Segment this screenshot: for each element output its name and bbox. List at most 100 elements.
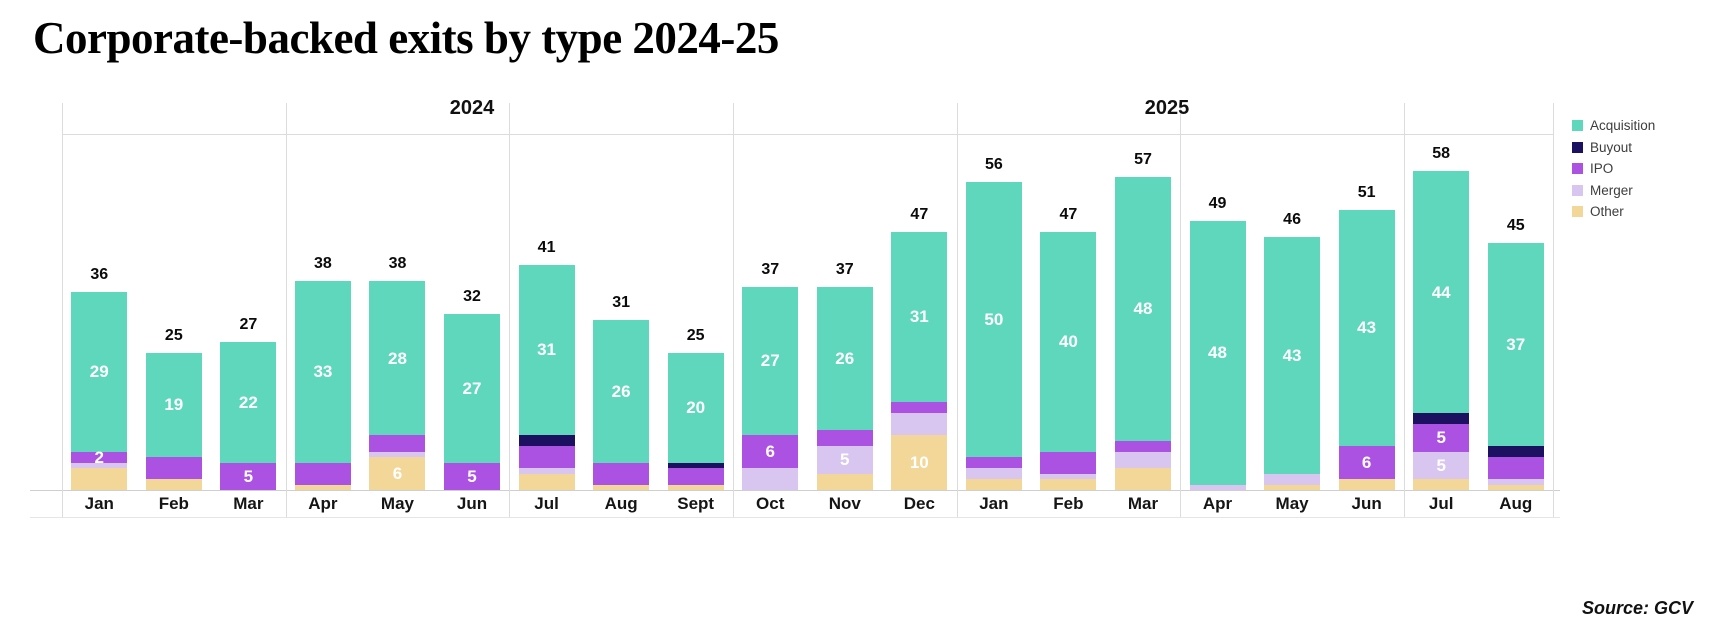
segment-other[interactable] (965, 479, 1022, 490)
segment-ipo[interactable] (965, 457, 1022, 468)
segment-ipo[interactable]: 5 (220, 462, 277, 490)
segment-merger[interactable] (891, 413, 948, 435)
segment-acquisition[interactable]: 48 (1114, 176, 1171, 441)
plot-bottom-line (30, 517, 1560, 518)
segment-value-label: 26 (835, 348, 855, 368)
bar-jul-2024: 31 (518, 264, 575, 490)
segment-acquisition[interactable]: 26 (593, 319, 650, 463)
segment-acquisition[interactable]: 22 (220, 341, 277, 463)
month-label: Jan (979, 494, 1009, 513)
segment-value-label: 37 (1506, 334, 1526, 354)
segment-ipo[interactable] (1114, 440, 1171, 452)
segment-ipo[interactable]: 5 (1413, 424, 1470, 452)
merger-swatch-icon (1572, 184, 1583, 196)
segment-value-label: 2 (94, 447, 104, 467)
segment-buyout[interactable] (667, 462, 724, 468)
segment-other[interactable] (145, 479, 202, 490)
segment-acquisition[interactable]: 29 (71, 292, 128, 452)
segment-ipo[interactable] (1040, 451, 1097, 474)
segment-ipo[interactable] (593, 462, 650, 485)
segment-merger[interactable] (742, 468, 799, 490)
segment-other[interactable]: 10 (891, 435, 948, 490)
bar-total-label: 25 (164, 326, 183, 344)
segment-acquisition[interactable]: 27 (742, 286, 799, 435)
segment-acquisition[interactable]: 48 (1189, 220, 1246, 485)
segment-acquisition[interactable]: 33 (294, 281, 351, 463)
segment-other[interactable] (593, 484, 650, 490)
bar-jul-2025: 44 5 5 (1413, 171, 1470, 490)
segment-merger[interactable]: 5 (1413, 451, 1470, 479)
segment-other[interactable] (1413, 479, 1470, 490)
segment-value-label: 43 (1282, 345, 1302, 365)
bar-total-label: 37 (835, 260, 854, 278)
segment-merger[interactable] (1040, 473, 1097, 479)
segment-acquisition[interactable]: 26 (816, 286, 873, 430)
segment-other[interactable] (1114, 468, 1171, 490)
segment-ipo[interactable] (145, 457, 202, 479)
segment-ipo[interactable]: 2 (71, 447, 128, 467)
facet-header-line (62, 134, 1553, 135)
segment-merger[interactable] (1264, 473, 1321, 485)
segment-ipo[interactable] (816, 429, 873, 446)
segment-ipo[interactable] (369, 435, 426, 452)
segment-acquisition[interactable]: 43 (1338, 209, 1395, 446)
segment-other[interactable] (294, 484, 351, 490)
segment-acquisition[interactable]: 40 (1040, 231, 1097, 452)
segment-other[interactable] (1487, 484, 1544, 490)
segment-other[interactable] (518, 473, 575, 490)
segment-value-label: 40 (1058, 332, 1078, 351)
segment-acquisition[interactable]: 19 (145, 352, 202, 457)
segment-ipo[interactable]: 6 (1338, 446, 1395, 479)
segment-buyout[interactable] (518, 435, 575, 446)
segment-acquisition[interactable]: 50 (965, 182, 1022, 457)
segment-ipo[interactable] (891, 402, 948, 413)
segment-acquisition[interactable]: 43 (1264, 237, 1321, 474)
segment-ipo[interactable]: 6 (742, 435, 799, 468)
segment-acquisition[interactable]: 44 (1413, 171, 1470, 413)
bar-aug-2024: 26 (593, 319, 650, 490)
segment-ipo[interactable] (1487, 457, 1544, 479)
segment-other[interactable] (816, 473, 873, 490)
segment-buyout[interactable] (1487, 446, 1544, 457)
bar-jan-2024: 29 2 (71, 292, 128, 490)
segment-ipo[interactable] (294, 462, 351, 485)
segment-ipo[interactable]: 5 (444, 462, 501, 490)
bar-may-2024: 28 6 (369, 281, 426, 490)
segment-acquisition[interactable]: 20 (667, 352, 724, 463)
segment-other[interactable] (1338, 479, 1395, 490)
segment-other[interactable]: 6 (369, 457, 426, 490)
segment-merger[interactable] (518, 468, 575, 474)
segment-other[interactable] (1040, 479, 1097, 490)
segment-acquisition[interactable]: 31 (891, 231, 948, 402)
segment-value-label: 43 (1357, 318, 1377, 338)
segment-acquisition[interactable]: 28 (369, 281, 426, 435)
segment-acquisition[interactable]: 37 (1487, 242, 1544, 446)
segment-value-label: 48 (1133, 299, 1153, 318)
segment-merger[interactable] (965, 468, 1022, 479)
segment-ipo[interactable] (667, 468, 724, 485)
segment-ipo[interactable] (518, 446, 575, 468)
segment-acquisition[interactable]: 31 (518, 264, 575, 435)
quarter-separator-line (1180, 103, 1182, 517)
segment-buyout[interactable] (1413, 413, 1470, 424)
bar-total-label: 27 (239, 315, 258, 333)
other-swatch-icon (1572, 206, 1583, 218)
segment-acquisition[interactable]: 27 (444, 314, 501, 463)
segment-merger[interactable] (369, 451, 426, 457)
segment-other[interactable] (1264, 484, 1321, 490)
segment-merger[interactable]: 5 (816, 446, 873, 474)
bar-feb-2024: 19 (145, 352, 202, 490)
bar-total-label: 49 (1208, 194, 1227, 212)
segment-merger[interactable] (1487, 479, 1544, 485)
segment-other[interactable] (71, 468, 128, 490)
segment-merger[interactable] (71, 462, 128, 468)
segment-other[interactable] (667, 484, 724, 490)
segment-value-label: 27 (462, 378, 482, 398)
bar-dec-2024: 31 10 (891, 231, 948, 490)
bar-total-label: 47 (1059, 205, 1078, 223)
segment-merger[interactable] (1114, 451, 1171, 468)
bar-nov-2024: 26 5 (816, 286, 873, 490)
segment-merger[interactable] (1189, 484, 1246, 490)
month-label: Feb (1053, 494, 1084, 513)
